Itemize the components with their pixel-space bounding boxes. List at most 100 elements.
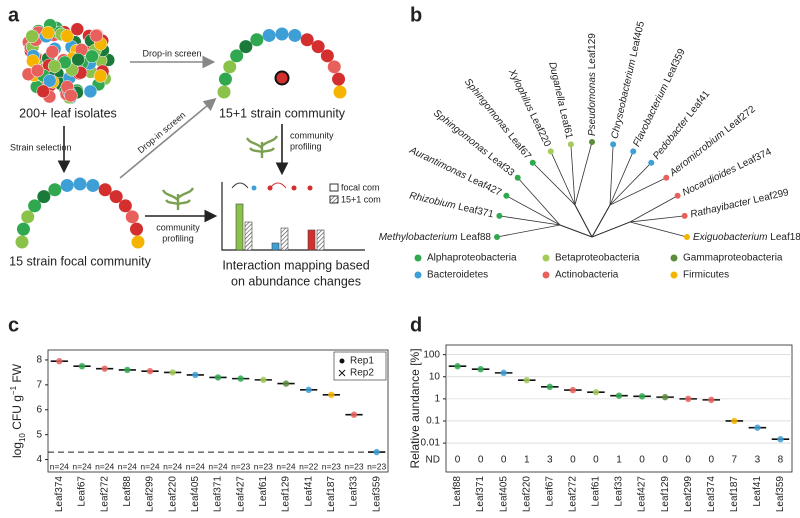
strain: Leaf61 <box>557 108 575 141</box>
isolate <box>47 59 62 73</box>
y-tick-label: 4 <box>36 454 42 465</box>
x-tick-label: Leaf67 <box>77 476 88 507</box>
x-tick-label: Leaf374 <box>54 476 65 513</box>
leaf-node <box>589 139 595 145</box>
y-tick-label: 6 <box>36 404 42 415</box>
strain <box>217 85 231 99</box>
median-point <box>477 365 484 373</box>
leaf-label: Rhizobium Leaf371 <box>408 190 495 220</box>
genus: Rathayibacter <box>689 195 752 220</box>
branch <box>591 162 652 238</box>
y-tick-label: 1 <box>434 394 440 405</box>
strain <box>262 28 276 42</box>
panel-label: b <box>410 4 422 26</box>
nd-count: 3 <box>755 455 761 466</box>
caption: Interaction mapping based <box>222 258 369 272</box>
n-label: n=24 <box>72 461 91 471</box>
x-tick-label: Leaf359 <box>371 476 382 513</box>
x-tick-label: Leaf187 <box>729 476 740 513</box>
label-part: 10 <box>18 433 27 442</box>
median-point <box>615 392 623 399</box>
median-point <box>101 365 108 372</box>
strain <box>327 60 341 74</box>
strain: Leaf272 <box>722 103 757 134</box>
strain <box>60 178 74 192</box>
median-point <box>146 367 154 375</box>
branch <box>591 144 614 238</box>
x-tick-label: Leaf67 <box>544 476 555 507</box>
x-tick-label: Leaf371 <box>213 476 224 513</box>
genus: Sphingomonas <box>462 76 512 135</box>
strain: Leaf220 <box>527 111 553 149</box>
legend-label: Rep1 <box>350 356 374 367</box>
median-point <box>777 436 784 443</box>
strain <box>118 199 132 213</box>
median-point <box>282 380 290 387</box>
strain <box>15 235 29 249</box>
arrow-label: community <box>156 222 200 232</box>
median-point <box>305 386 312 394</box>
strain: Leaf299 <box>752 187 790 206</box>
legend-label: 15+1 com <box>341 194 381 204</box>
nd-count: 1 <box>524 455 530 466</box>
median-point <box>237 375 244 382</box>
isolate <box>25 29 39 43</box>
strain <box>48 183 62 197</box>
strain: Leaf67 <box>506 131 534 162</box>
isolate <box>41 25 55 40</box>
isolate <box>85 49 99 64</box>
arrow <box>119 97 217 179</box>
x-tick-label: Leaf88 <box>452 476 463 507</box>
branch <box>517 177 593 238</box>
isolate <box>71 52 85 67</box>
isolate <box>89 28 104 43</box>
x-tick-label: Leaf427 <box>235 476 246 513</box>
median-point <box>124 366 131 374</box>
legend-dot <box>670 271 678 279</box>
strain: Leaf33 <box>486 151 517 179</box>
n-label: n=24 <box>208 461 227 471</box>
leaf-node <box>674 192 681 199</box>
strain: Leaf405 <box>628 20 647 58</box>
median-point <box>661 393 669 401</box>
y-axis-label: Relative aundance [%] <box>408 348 422 468</box>
caption: 15 strain focal community <box>9 254 151 268</box>
x-tick-label: Leaf88 <box>122 476 133 507</box>
genus: Rhizobium <box>408 190 457 211</box>
strain <box>320 49 334 63</box>
leaf-node <box>567 141 574 148</box>
label-part: log <box>10 442 24 458</box>
genus: Chryseobacterium <box>609 58 638 140</box>
x-tick-label: Leaf41 <box>303 476 314 507</box>
legend-marker <box>339 358 345 364</box>
median-point <box>214 374 222 381</box>
median-point <box>373 448 380 456</box>
nd-label: ND <box>426 455 440 466</box>
legend-dot <box>542 271 550 279</box>
branch <box>591 151 634 238</box>
n-label: n=24 <box>95 461 114 471</box>
y-tick-label: 7 <box>36 379 42 390</box>
leaf-node <box>494 234 500 240</box>
x-tick-label: Leaf299 <box>683 476 694 513</box>
n-label: n=24 <box>163 461 182 471</box>
strain: Leaf41 <box>684 88 712 119</box>
isolate <box>70 22 85 36</box>
nd-count: 0 <box>708 455 714 466</box>
nd-count: 8 <box>778 455 784 466</box>
leaf-label: Exiguobacterium Leaf187 <box>693 232 800 243</box>
strain <box>98 183 112 197</box>
nd-count: 0 <box>478 455 484 466</box>
strain <box>311 40 325 54</box>
leaf-label: Rathayibacter Leaf299 <box>689 187 790 220</box>
leaf-node <box>663 174 670 181</box>
n-label: n=23 <box>344 461 363 471</box>
y-tick-label: 10 <box>429 371 441 382</box>
branch <box>496 224 593 238</box>
median-point <box>500 369 507 377</box>
leaf-node <box>648 159 655 166</box>
plot-frame <box>445 344 793 473</box>
strain <box>109 190 123 204</box>
plot-frame <box>47 349 389 473</box>
n-label: n=23 <box>231 461 250 471</box>
